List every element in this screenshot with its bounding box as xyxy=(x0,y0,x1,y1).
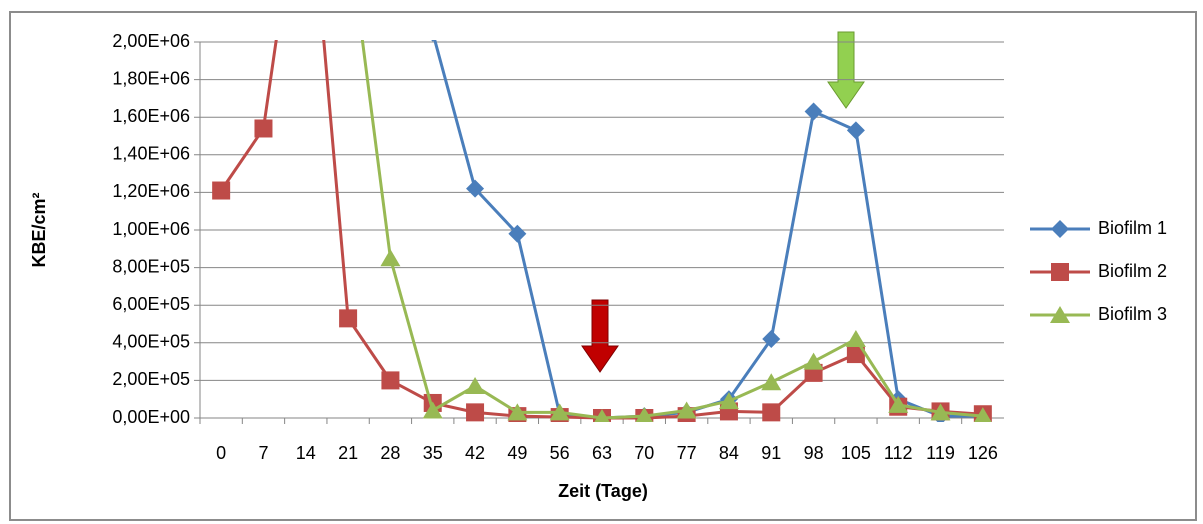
x-tick-label: 77 xyxy=(677,443,697,463)
x-tick-label: 119 xyxy=(926,443,955,463)
data-point xyxy=(762,330,781,349)
y-tick-label: 1,60E+06 xyxy=(112,106,190,126)
data-point xyxy=(718,392,739,410)
x-tick-label: 112 xyxy=(884,443,913,463)
y-tick-label: 1,40E+06 xyxy=(112,144,190,164)
data-point xyxy=(762,403,781,422)
x-tick-label: 35 xyxy=(423,443,443,463)
x-tick-label: 28 xyxy=(380,443,400,463)
x-tick-label: 91 xyxy=(761,443,781,463)
x-tick-label: 56 xyxy=(550,443,570,463)
y-tick-label: 2,00E+06 xyxy=(112,31,190,51)
red-arrow xyxy=(581,299,619,373)
x-tick-label: 7 xyxy=(258,443,268,463)
legend-label: Biofilm 2 xyxy=(1098,261,1167,281)
x-tick-label: 70 xyxy=(634,443,654,463)
data-point xyxy=(761,373,782,391)
data-point xyxy=(254,119,273,138)
y-tick-label: 1,00E+06 xyxy=(112,219,190,239)
data-point xyxy=(507,403,528,421)
x-tick-label: 84 xyxy=(719,443,739,463)
data-point xyxy=(466,179,485,198)
y-tick-label: 2,00E+05 xyxy=(112,369,190,389)
y-tick-label: 1,80E+06 xyxy=(112,68,190,88)
data-point xyxy=(888,395,909,413)
data-point xyxy=(804,102,823,121)
legend-marker xyxy=(1051,220,1069,238)
y-tick-label: 1,20E+06 xyxy=(112,181,190,201)
green-arrow xyxy=(827,31,865,109)
legend-marker xyxy=(1050,306,1070,323)
y-axis-title: KBE/cm² xyxy=(29,192,49,267)
x-tick-label: 63 xyxy=(592,443,612,463)
y-tick-label: 6,00E+05 xyxy=(112,294,190,314)
data-point xyxy=(846,121,865,140)
series-line xyxy=(360,40,983,420)
x-tick-label: 21 xyxy=(338,443,358,463)
data-point xyxy=(846,345,865,364)
series-layer xyxy=(212,40,992,422)
x-tick-label: 0 xyxy=(216,443,226,463)
x-tick-label: 105 xyxy=(841,443,871,463)
x-tick-label: 126 xyxy=(968,443,998,463)
data-point xyxy=(594,409,610,422)
legend-label: Biofilm 3 xyxy=(1098,304,1167,324)
data-point xyxy=(466,403,485,422)
data-point xyxy=(930,403,951,421)
legend-marker xyxy=(1051,263,1069,281)
data-point xyxy=(974,407,992,422)
y-tick-label: 0,00E+00 xyxy=(112,407,190,427)
x-tick-label: 42 xyxy=(465,443,485,463)
data-point xyxy=(465,377,486,395)
chart-frame xyxy=(9,11,1197,521)
data-point xyxy=(380,249,401,267)
x-axis-title: Zeit (Tage) xyxy=(558,481,648,501)
y-tick-label: 4,00E+05 xyxy=(112,332,190,352)
x-tick-label: 14 xyxy=(296,443,316,463)
data-point xyxy=(431,40,435,42)
data-point xyxy=(845,330,866,348)
data-point xyxy=(549,403,570,421)
data-point xyxy=(803,352,824,370)
data-point xyxy=(422,401,443,419)
data-point xyxy=(676,401,697,419)
data-point xyxy=(212,181,231,200)
data-point xyxy=(381,371,400,390)
legend-label: Biofilm 1 xyxy=(1098,218,1167,238)
y-tick-label: 8,00E+05 xyxy=(112,256,190,276)
data-point xyxy=(635,407,654,422)
x-tick-label: 49 xyxy=(507,443,527,463)
x-tick-label: 98 xyxy=(804,443,824,463)
data-point xyxy=(508,224,527,243)
data-point xyxy=(339,309,358,328)
